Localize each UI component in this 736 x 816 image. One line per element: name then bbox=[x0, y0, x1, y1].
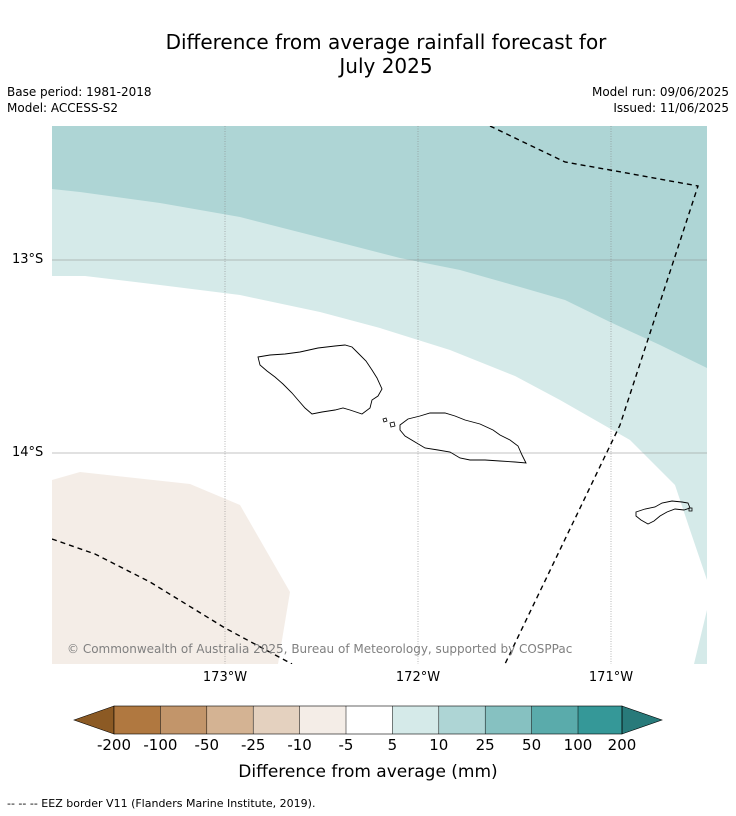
title-line-2: July 2025 bbox=[339, 54, 433, 78]
meta-right: Model run: 09/06/2025 Issued: 11/06/2025 bbox=[592, 84, 729, 116]
eez-legend: -- -- -- EEZ border V11 (Flanders Marine… bbox=[7, 797, 316, 810]
colorbar-cell-4 bbox=[253, 706, 300, 734]
lon-label-173w: 173°W bbox=[202, 670, 248, 685]
lat-label-13s: 13°S bbox=[12, 252, 44, 267]
colorbar-label-10: 50 bbox=[522, 736, 542, 754]
colorbar-arrow-low bbox=[73, 705, 115, 735]
colorbar-cell-9 bbox=[485, 706, 532, 734]
manono-islet bbox=[382, 417, 388, 423]
colorbar-cell-1 bbox=[114, 706, 161, 734]
rain-band-neg10-neg5 bbox=[52, 472, 290, 664]
chart-title: Difference from average rainfall forecas… bbox=[0, 30, 736, 78]
colorbar-cell-8 bbox=[438, 706, 486, 734]
colorbar-cell-3 bbox=[206, 706, 254, 734]
meta-left: Base period: 1981-2018 Model: ACCESS-S2 bbox=[7, 84, 152, 116]
eez-border-south bbox=[52, 538, 293, 664]
tutuila-island bbox=[635, 500, 691, 525]
colorbar-label-12: 200 bbox=[607, 736, 637, 754]
colorbar-cell-2 bbox=[160, 706, 207, 734]
map-area bbox=[52, 126, 707, 664]
colorbar-cell-10 bbox=[531, 706, 578, 734]
colorbar-label-1: -200 bbox=[96, 736, 132, 754]
colorbar-cell-5 bbox=[299, 706, 346, 734]
issued-date: Issued: 11/06/2025 bbox=[613, 101, 729, 115]
colorbar-cell-7 bbox=[392, 706, 439, 734]
colorbar-cell-11 bbox=[578, 706, 622, 734]
colorbar-title: Difference from average (mm) bbox=[238, 762, 498, 782]
colorbar-label-9: 25 bbox=[475, 736, 495, 754]
model-name: Model: ACCESS-S2 bbox=[7, 101, 119, 115]
colorbar bbox=[73, 705, 663, 735]
colorbar-outline bbox=[113, 705, 623, 735]
colorbar-arrow-high bbox=[621, 705, 663, 735]
model-run: Model run: 09/06/2025 bbox=[591, 85, 729, 99]
colorbar-label-2: -100 bbox=[143, 736, 178, 754]
lon-label-171w: 171°W bbox=[588, 670, 634, 685]
savaii-island bbox=[257, 344, 383, 415]
colorbar-label-11: 100 bbox=[563, 736, 593, 754]
colorbar-label-3: -50 bbox=[194, 736, 220, 754]
title-line-1: Difference from average rainfall forecas… bbox=[165, 30, 607, 54]
colorbar-label-4: -25 bbox=[240, 736, 266, 754]
rain-band-5-10-corner bbox=[694, 610, 707, 664]
aunuu-islet bbox=[688, 507, 693, 512]
colorbar-label-7: 5 bbox=[387, 736, 398, 754]
colorbar-cell-6 bbox=[346, 706, 393, 734]
colorbar-label-8: 10 bbox=[429, 736, 449, 754]
base-period: Base period: 1981-2018 bbox=[7, 85, 152, 99]
apolima-islet bbox=[389, 421, 396, 428]
upolu-island bbox=[399, 412, 527, 464]
colorbar-label-6: -5 bbox=[338, 736, 354, 754]
copyright-notice: © Commonwealth of Australia 2025, Bureau… bbox=[67, 642, 573, 656]
rain-band-10-25 bbox=[52, 126, 707, 368]
colorbar-label-5: -10 bbox=[287, 736, 312, 754]
lat-label-14s: 14°S bbox=[12, 445, 44, 460]
lon-label-172w: 172°W bbox=[395, 670, 441, 685]
eez-border-north bbox=[489, 126, 699, 664]
